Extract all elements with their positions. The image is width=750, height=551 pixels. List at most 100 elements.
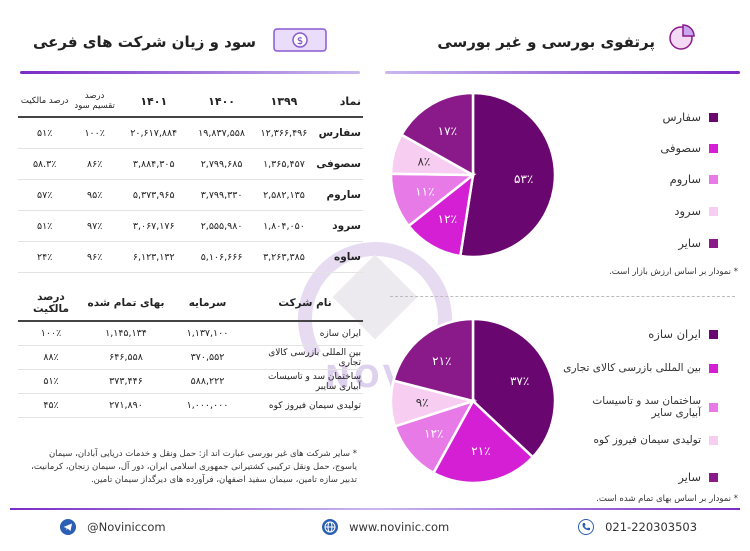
cell-symbol: ساوه (314, 241, 363, 273)
subsidiaries-title: سود و زیان شرکت های فرعی (32, 33, 256, 51)
website-url[interactable]: www.novinic.com (349, 519, 450, 534)
header-1400: ۱۴۰۰ (189, 86, 254, 118)
header-cost: بهای تمام شده (84, 286, 168, 322)
cell-1401: ۳,۰۶۷,۱۷۶ (117, 210, 190, 242)
section-divider (390, 296, 735, 297)
telegram-handle[interactable]: @Noviniccom (87, 519, 166, 534)
cell-ownership: ۸۸٪ (18, 345, 84, 370)
cell-1399: ۱,۳۶۵,۴۵۷ (253, 148, 315, 180)
cell-1401: ۳,۸۸۴,۳۰۵ (117, 148, 190, 180)
cell-capital: ۱,۱۳۷,۱۰۰ (168, 321, 247, 346)
cost-basis-pie-chart: ۳۷٪ ۲۱٪ ۱۲٪ ۹٪ ۲۱٪ (389, 317, 557, 485)
pie-slice-label: ۳۷٪ (510, 374, 529, 388)
pie-slice (431, 398, 535, 485)
pie-slice-label: ۲۱٪ (471, 444, 490, 458)
table-row: ۴۵٪ ۲۷۱,۸۹۰ ۱,۰۰۰,۰۰۰ تولیدی سیمان فیروز… (18, 393, 363, 418)
cell-1401: ۶,۱۲۳,۱۳۲ (117, 241, 190, 273)
globe-icon (322, 518, 338, 535)
cell-dividend: ۸۶٪ (71, 148, 118, 180)
cell-company: ساختمان سد و تاسیسات آبیاری سایبر (247, 369, 363, 394)
header-1399: ۱۳۹۹ (253, 86, 315, 118)
table-row: ۵۱٪ ۳۷۳,۴۴۶ ۵۸۸,۲۲۲ ساختمان سد و تاسیسات… (18, 369, 363, 394)
cell-capital: ۳۷۰,۵۵۲ (168, 345, 247, 370)
legend-item: ایران سازه (648, 327, 718, 341)
legend-item: سصوفی (660, 141, 718, 155)
phone-number[interactable]: 021-220303503 (605, 519, 698, 534)
portfolio-title: پرتفوی بورسی و غیر بورسی (437, 33, 655, 51)
legend-label: سایر (678, 470, 701, 484)
table-row: ۵۸.۳٪ ۸۶٪ ۳,۸۸۴,۳۰۵ ۲,۷۹۹,۶۸۵ ۱,۳۶۵,۴۵۷ … (18, 148, 363, 180)
header-company: نام شرکت (247, 286, 363, 322)
cell-ownership: ۱۰۰٪ (18, 321, 84, 346)
legend-label: ساروم (669, 172, 701, 186)
cell-1400: ۲,۵۵۵,۹۸۰ (189, 210, 254, 242)
cell-1400: ۲,۷۹۹,۶۸۵ (189, 148, 254, 180)
cell-1401: ۵,۳۷۳,۹۶۵ (117, 179, 190, 211)
legend-item: تولیدی سیمان فیروز کوه (594, 434, 718, 446)
pie-slice-label: ۱۱٪ (415, 184, 434, 198)
legend-label: سرود (674, 204, 701, 218)
header-symbol: نماد (314, 86, 363, 118)
cell-cost: ۶۴۶,۵۵۸ (84, 345, 168, 370)
cell-symbol: سفارس (314, 117, 363, 149)
pie-slice-label: ۲۱٪ (432, 354, 451, 368)
website-contact[interactable]: www.novinic.com (322, 516, 450, 535)
table-header-row: درصد مالکیت درصد تقسیم سود ۱۴۰۱ ۱۴۰۰ ۱۳۹… (18, 86, 363, 118)
legend-item: سایر (678, 470, 718, 484)
pie-slice (458, 91, 557, 259)
money-bill-icon: $ (272, 26, 328, 54)
cell-dividend: ۱۰۰٪ (71, 117, 118, 149)
pie-slice-label: ۵۳٪ (514, 172, 533, 186)
cell-ownership: ۵۱٪ (18, 117, 72, 149)
cell-1400: ۳,۷۹۹,۳۳۰ (189, 179, 254, 211)
market-value-pie-chart: ۵۳٪ ۱۲٪ ۱۱٪ ۸٪ ۱۷٪ (389, 91, 557, 259)
pie-chart-icon (667, 22, 697, 52)
left-header-divider (20, 71, 360, 74)
cell-symbol: سرود (314, 210, 363, 242)
cell-company: ایران سازه (247, 321, 363, 346)
cell-dividend: ۹۵٪ (71, 179, 118, 211)
legend-label: سایر (678, 236, 701, 250)
table-row: ۵۱٪ ۱۰۰٪ ۲۰,۶۱۷,۸۸۴ ۱۹,۸۳۷,۵۵۸ ۱۲,۳۶۶,۴۹… (18, 117, 363, 149)
cell-capital: ۱,۰۰۰,۰۰۰ (168, 393, 247, 418)
cell-1400: ۱۹,۸۳۷,۵۵۸ (189, 117, 254, 149)
cell-ownership: ۵۷٪ (18, 179, 72, 211)
cost-basis-note: * نمودار بر اساس بهای تمام شده است. (596, 494, 738, 504)
cell-1399: ۳,۲۶۳,۳۸۵ (253, 241, 315, 273)
header-ownership: درصد مالکیت (18, 286, 84, 322)
legend-item: سفارس (662, 110, 718, 124)
table-header-row: درصد مالکیت بهای تمام شده سرمایه نام شرک… (18, 286, 363, 322)
cell-1401: ۲۰,۶۱۷,۸۸۴ (117, 117, 190, 149)
cell-1399: ۱۲,۳۶۶,۴۹۶ (253, 117, 315, 149)
table-row: ۱۰۰٪ ۱,۱۴۵,۱۳۴ ۱,۱۳۷,۱۰۰ ایران سازه (18, 321, 363, 346)
legend-item: سرود (674, 204, 718, 218)
pie-slice (399, 91, 475, 178)
cell-ownership: ۴۵٪ (18, 393, 84, 418)
legend-label: سصوفی (660, 141, 701, 155)
subsidiary-profit-table: درصد مالکیت درصد تقسیم سود ۱۴۰۱ ۱۴۰۰ ۱۳۹… (18, 86, 363, 273)
pie-slice-label: ۱۲٪ (438, 212, 457, 226)
header-ownership: درصد مالکیت (18, 86, 72, 118)
cell-symbol: ساروم (314, 179, 363, 211)
phone-contact[interactable]: 021-220303503 (578, 516, 698, 535)
header-dividend: درصد تقسیم سود (71, 86, 118, 118)
pie-slice (471, 317, 557, 459)
telegram-contact[interactable]: @Noviniccom (60, 516, 166, 535)
header-capital: سرمایه (168, 286, 247, 322)
cell-1399: ۱,۸۰۴,۰۵۰ (253, 210, 315, 242)
legend-top: سفارس سصوفی ساروم سرود سایر (570, 110, 718, 260)
legend-item: ساروم (670, 172, 718, 186)
cell-cost: ۲۷۱,۸۹۰ (84, 393, 168, 418)
legend-bottom: ایران سازه بین المللی بازرسی کالای تجاری… (563, 327, 718, 487)
table-row: ۸۸٪ ۶۴۶,۵۵۸ ۳۷۰,۵۵۲ بین المللی بازرسی کا… (18, 345, 363, 370)
cell-dividend: ۹۷٪ (71, 210, 118, 242)
non-listed-companies-table: درصد مالکیت بهای تمام شده سرمایه نام شرک… (18, 286, 363, 418)
cell-cost: ۱,۱۴۵,۱۳۴ (84, 321, 168, 346)
pie-slice-label: ۱۷٪ (438, 124, 457, 138)
header-1401: ۱۴۰۱ (117, 86, 190, 118)
legend-item: ساختمان سد و تاسیسات آبیاری سایر (566, 395, 718, 419)
footer-accent-line (10, 508, 740, 510)
legend-label: تولیدی سیمان فیروز کوه (593, 434, 701, 446)
cell-ownership: ۲۴٪ (18, 241, 72, 273)
phone-icon (578, 518, 594, 535)
